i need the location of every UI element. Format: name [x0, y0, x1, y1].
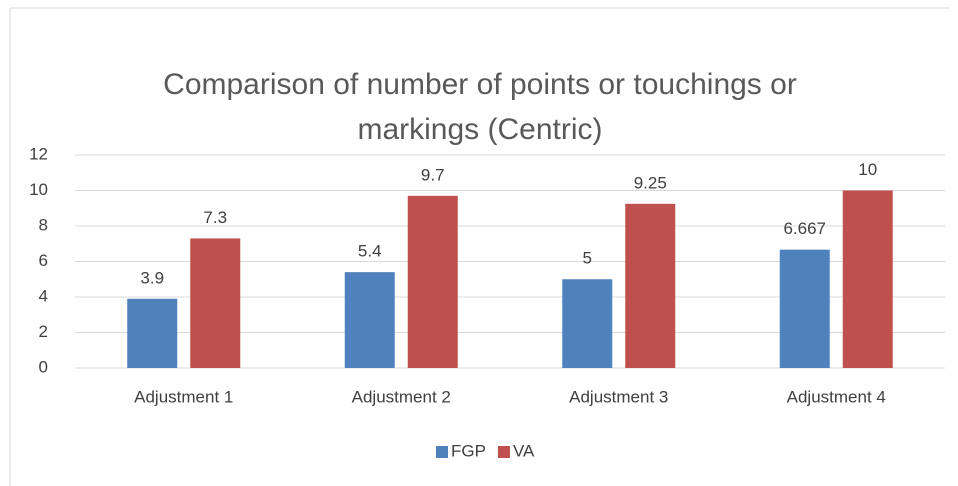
x-tick-label: Adjustment 3	[569, 387, 668, 406]
bar	[842, 190, 893, 368]
chart-title: Comparison of number of points or touchi…	[163, 68, 797, 146]
bar	[562, 279, 613, 368]
data-label: 3.9	[140, 268, 164, 287]
bar	[190, 238, 241, 368]
legend-label: FGP	[451, 441, 486, 460]
bar	[779, 249, 830, 368]
bar	[625, 203, 676, 368]
data-label: 10	[858, 160, 877, 179]
data-label: 5.4	[358, 242, 382, 261]
legend-swatch	[436, 446, 448, 458]
legend-swatch	[497, 446, 510, 458]
y-tick-label: 0	[39, 357, 48, 376]
data-label: 5	[583, 249, 592, 268]
data-label: 9.7	[421, 165, 445, 184]
y-tick-label: 12	[29, 144, 48, 163]
data-label: 6.667	[783, 219, 826, 238]
y-tick-label: 6	[39, 251, 48, 270]
y-tick-label: 2	[39, 322, 48, 341]
legend-label: VA	[513, 441, 535, 460]
x-tick-label: Adjustment 2	[352, 387, 451, 406]
x-tick-label: Adjustment 4	[787, 387, 886, 406]
bar	[407, 195, 458, 368]
y-tick-label: 10	[29, 180, 48, 199]
bar	[344, 272, 395, 368]
bar	[127, 298, 178, 368]
y-tick-label: 4	[39, 286, 48, 305]
x-tick-label: Adjustment 1	[134, 387, 233, 406]
data-label: 7.3	[203, 208, 227, 227]
data-label: 9.25	[634, 173, 667, 192]
y-tick-label: 8	[39, 215, 48, 234]
